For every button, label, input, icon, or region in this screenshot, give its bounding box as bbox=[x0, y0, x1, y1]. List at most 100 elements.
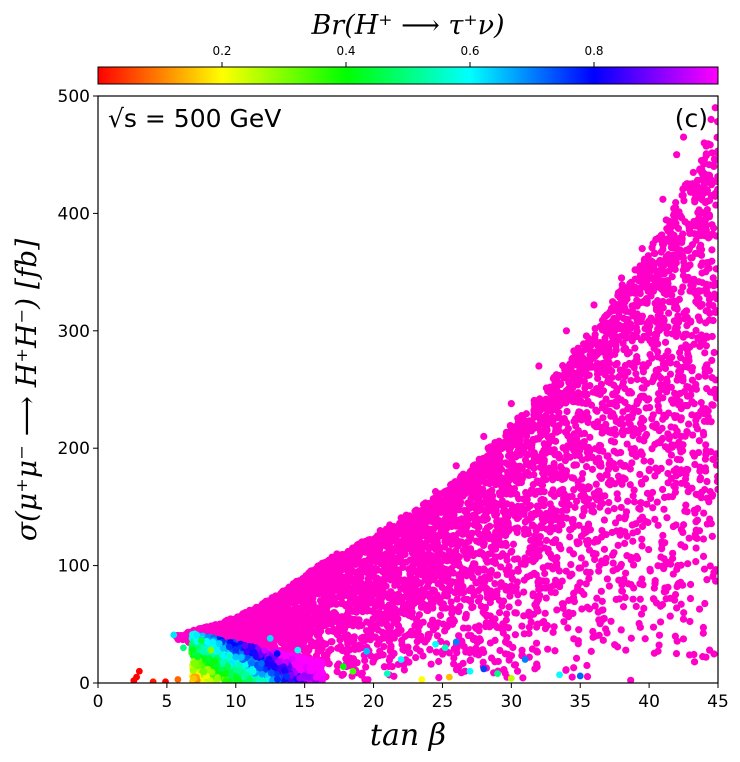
scatter-point bbox=[491, 636, 499, 645]
scatter-point bbox=[617, 476, 626, 484]
scatter-point bbox=[328, 638, 336, 646]
scatter-point bbox=[508, 575, 516, 583]
scatter-point bbox=[517, 509, 525, 517]
scatter-point bbox=[374, 590, 382, 599]
scatter-point bbox=[623, 552, 631, 560]
scatter-point bbox=[273, 635, 281, 643]
scatter-point bbox=[463, 572, 471, 580]
scatter-point bbox=[302, 580, 310, 588]
scatter-point bbox=[342, 552, 350, 560]
scatter-point bbox=[286, 616, 294, 624]
scatter-point bbox=[615, 514, 623, 522]
scatter-point bbox=[566, 533, 574, 541]
scatter-point bbox=[299, 624, 307, 632]
scatter-point bbox=[449, 532, 457, 540]
scatter-point bbox=[677, 541, 685, 549]
scatter-point bbox=[464, 631, 473, 640]
scatter-point bbox=[682, 501, 690, 509]
scatter-point bbox=[305, 632, 313, 640]
scatter-point bbox=[654, 521, 662, 529]
scatter-point bbox=[370, 655, 378, 664]
scatter-point bbox=[701, 349, 709, 357]
scatter-point bbox=[334, 569, 342, 577]
scatter-point bbox=[664, 409, 673, 417]
scatter-point bbox=[486, 598, 494, 607]
scatter-point bbox=[654, 439, 662, 447]
scatter-point bbox=[611, 350, 619, 358]
scatter-point bbox=[654, 312, 662, 320]
scatter-point bbox=[571, 451, 579, 460]
scatter-point bbox=[372, 612, 380, 621]
scatter-point bbox=[295, 577, 303, 585]
scatter-point bbox=[694, 335, 702, 343]
scatter-point bbox=[658, 600, 667, 609]
scatter-point bbox=[454, 608, 463, 616]
scatter-point bbox=[450, 550, 458, 558]
scatter-point bbox=[315, 640, 323, 648]
scatter-point bbox=[597, 462, 605, 470]
scatter-point bbox=[496, 552, 505, 560]
scatter-point bbox=[385, 557, 393, 566]
scatter-point bbox=[330, 608, 339, 617]
scatter-point bbox=[659, 415, 667, 423]
scatter-point bbox=[659, 360, 668, 368]
scatter-point bbox=[265, 608, 273, 616]
scatter-point bbox=[582, 528, 591, 536]
scatter-point bbox=[674, 312, 682, 320]
scatter-point bbox=[378, 577, 387, 586]
scatter-point bbox=[610, 504, 618, 513]
scatter-point bbox=[622, 569, 630, 577]
scatter-point bbox=[470, 520, 478, 529]
scatter-point bbox=[686, 594, 695, 603]
scatter-point bbox=[558, 475, 566, 484]
scatter-point bbox=[570, 486, 578, 494]
scatter-point bbox=[453, 584, 462, 592]
scatter-point bbox=[713, 133, 718, 141]
scatter-point bbox=[692, 544, 700, 552]
scatter-point bbox=[344, 579, 352, 587]
scatter-point bbox=[561, 417, 569, 425]
scatter-point bbox=[559, 600, 567, 608]
scatter-point bbox=[514, 599, 522, 607]
scatter-point bbox=[383, 590, 391, 598]
scatter-point bbox=[676, 444, 684, 452]
scatter-point bbox=[508, 506, 516, 514]
scatter-point bbox=[530, 449, 538, 457]
scatter-point bbox=[532, 639, 541, 647]
scatter-point bbox=[695, 373, 703, 381]
scatter-point bbox=[531, 665, 539, 673]
scatter-point bbox=[551, 576, 560, 584]
scatter-point bbox=[491, 580, 499, 588]
scatter-point bbox=[398, 636, 406, 645]
scatter-point bbox=[684, 560, 692, 568]
scatter-point bbox=[669, 549, 677, 557]
scatter-point bbox=[549, 628, 557, 636]
scatter-point bbox=[625, 389, 633, 397]
scatter-point bbox=[436, 597, 444, 605]
scatter-point bbox=[712, 201, 718, 209]
colorbar bbox=[97, 66, 719, 85]
scatter-point bbox=[390, 547, 399, 555]
scatter-point bbox=[426, 543, 435, 551]
scatter-point bbox=[450, 660, 458, 668]
scatter-point bbox=[658, 485, 667, 494]
scatter-point bbox=[440, 543, 449, 551]
scatter-point bbox=[450, 654, 458, 662]
scatter-point bbox=[658, 317, 666, 325]
scatter-point bbox=[572, 654, 581, 662]
scatter-point bbox=[573, 540, 582, 548]
scatter-point bbox=[637, 610, 646, 618]
scatter-point bbox=[583, 568, 591, 576]
scatter-point bbox=[578, 456, 586, 464]
scatter-point bbox=[361, 656, 369, 665]
scatter-point bbox=[651, 577, 659, 585]
scatter-point bbox=[398, 598, 406, 606]
scatter-point bbox=[423, 583, 432, 591]
scatter-point bbox=[501, 540, 510, 548]
scatter-point bbox=[492, 510, 501, 518]
scatter-point bbox=[628, 449, 636, 458]
scatter-point bbox=[666, 612, 674, 620]
scatter-point bbox=[709, 274, 717, 282]
scatter-point bbox=[661, 338, 670, 346]
